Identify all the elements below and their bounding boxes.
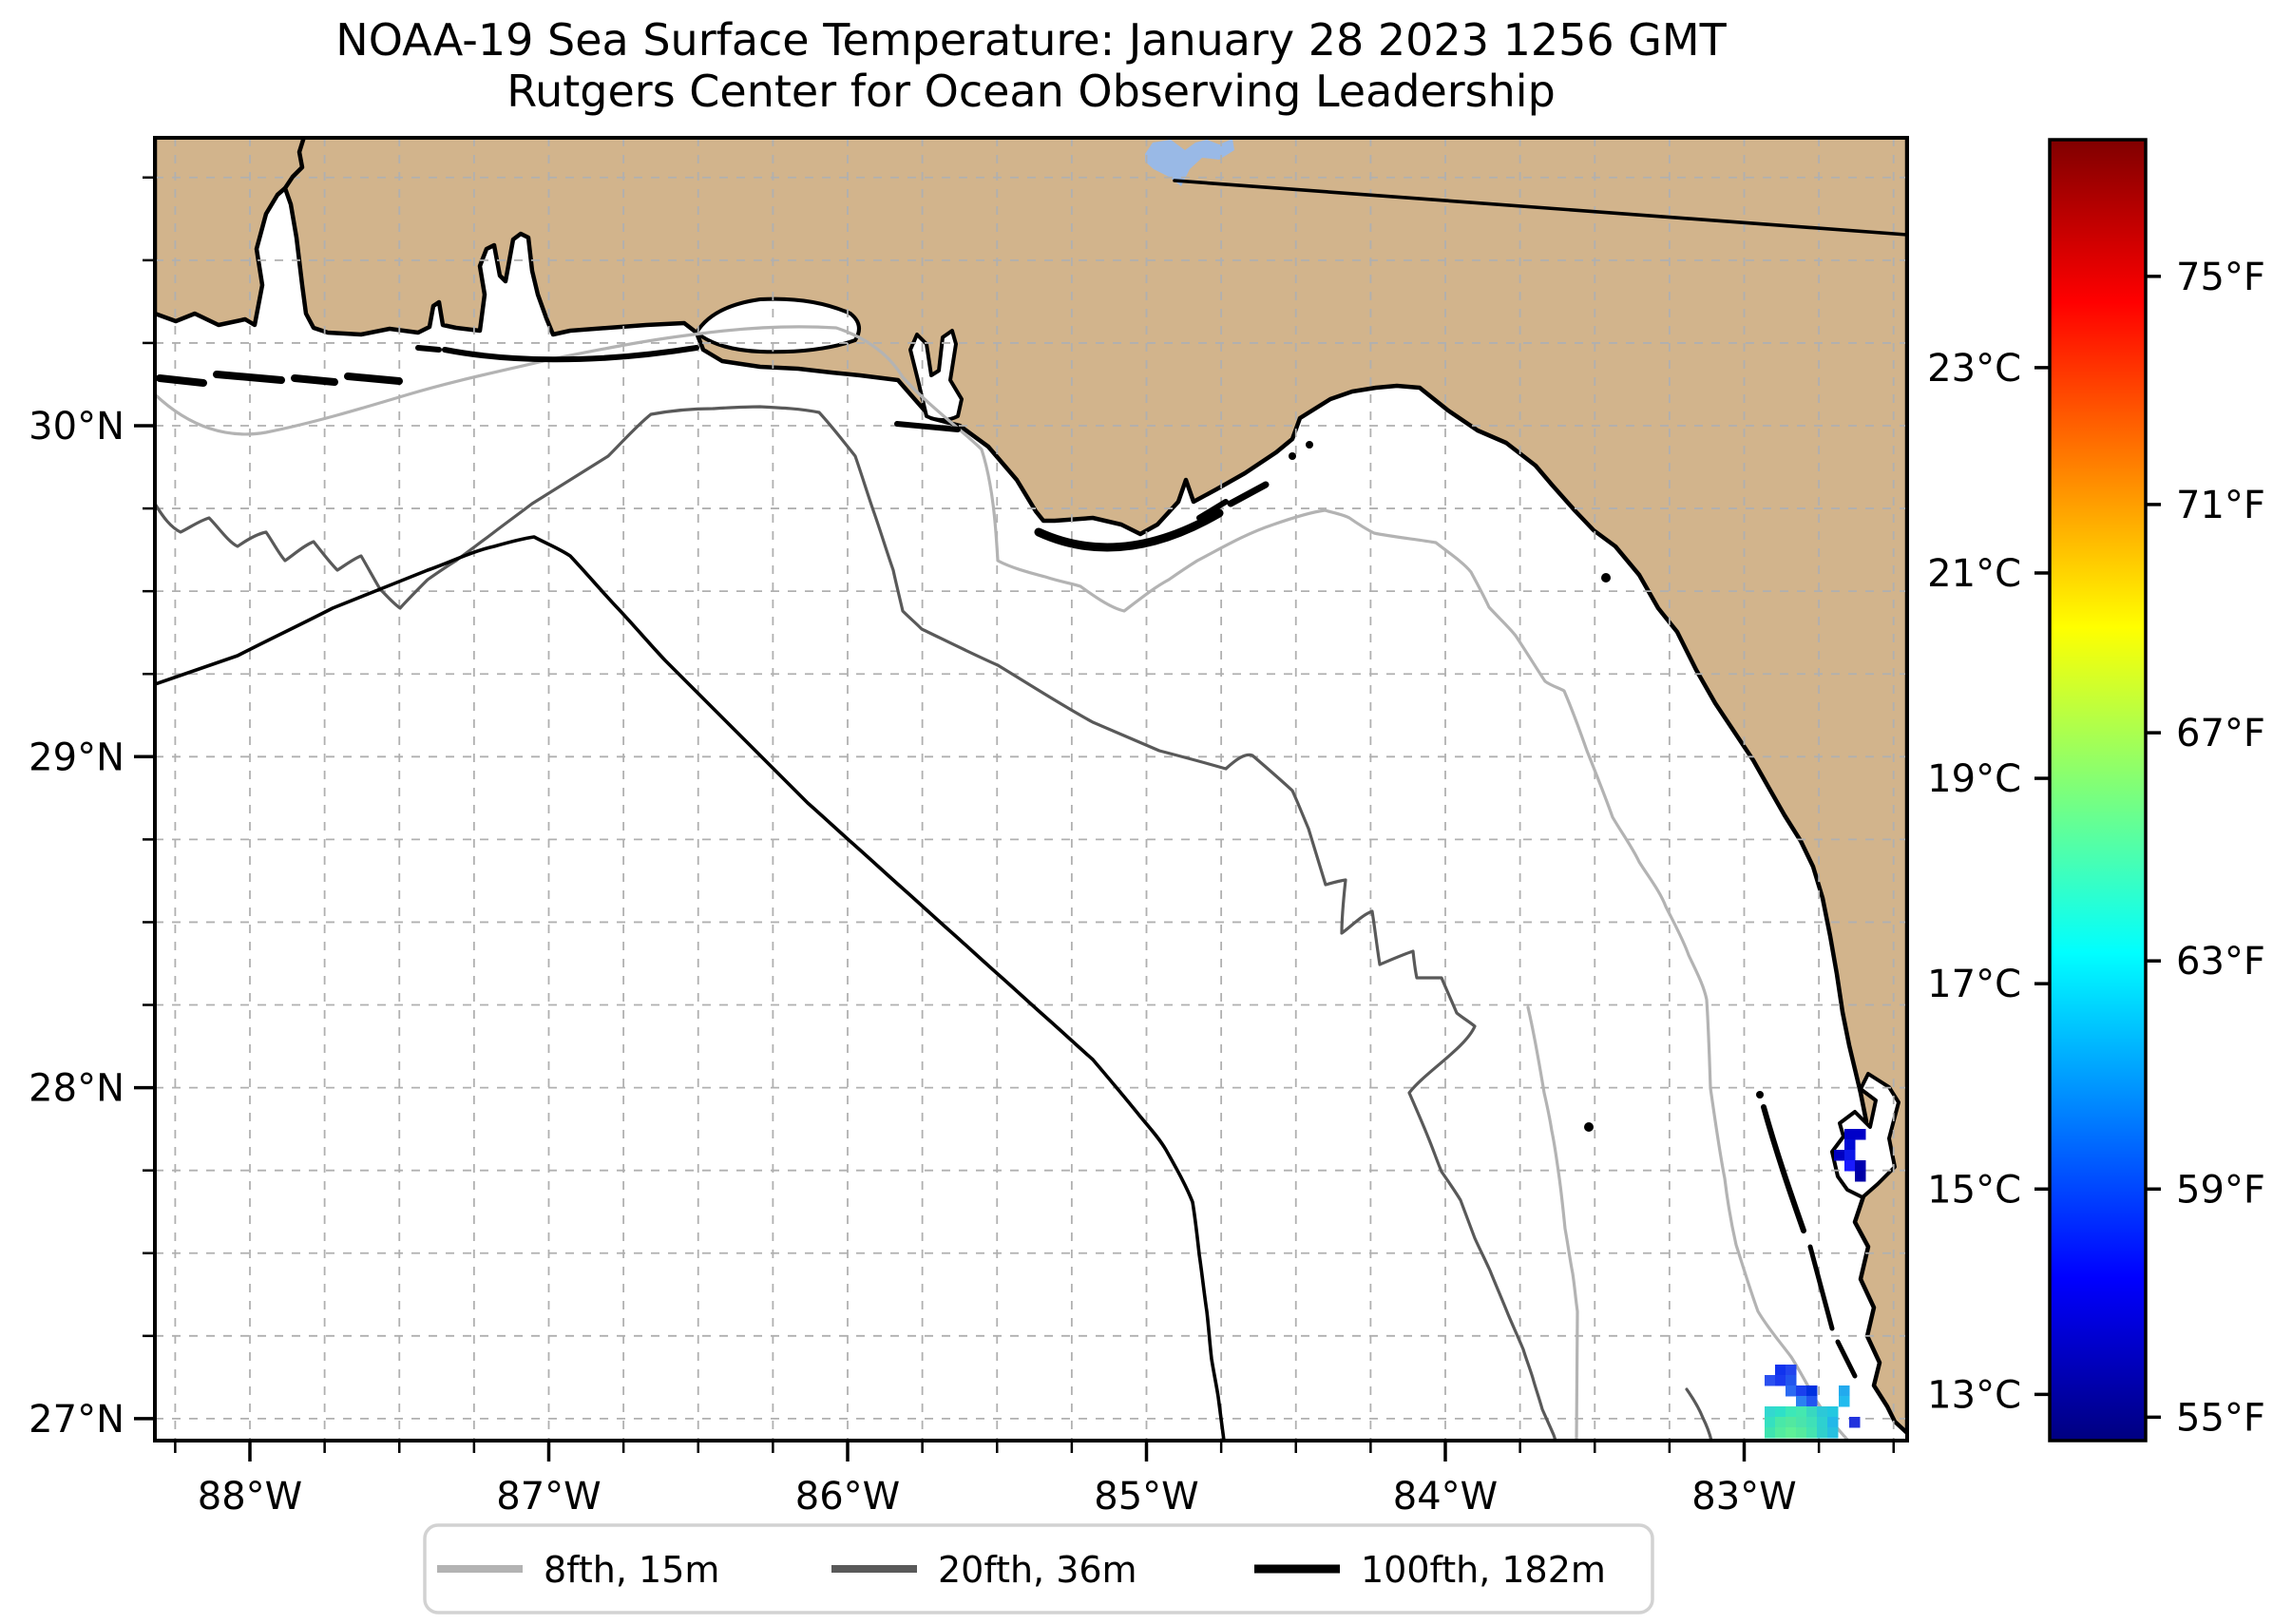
sst-pixel [1817, 1417, 1828, 1428]
y-tick-label: 27°N [29, 1398, 124, 1442]
colorbar-gradient [2048, 138, 2148, 1442]
y-tick-label: 28°N [29, 1067, 124, 1111]
sst-pixel [1786, 1375, 1797, 1386]
sst-pixel [1796, 1396, 1807, 1407]
sst-pixel [1765, 1427, 1776, 1439]
contour-20fth-36m-branch [1685, 1387, 1713, 1441]
sst-pixel [1765, 1406, 1776, 1418]
choctawhatchee-bay [695, 296, 861, 354]
sst-pixel [1806, 1385, 1818, 1397]
colorbar-fahrenheit-label: 59°F [2176, 1168, 2265, 1212]
sst-pixel [1786, 1385, 1797, 1397]
colorbar-fahrenheit-label: 75°F [2176, 256, 2265, 299]
colorbar-fahrenheit-label: 67°F [2176, 712, 2265, 755]
sst-pixel [1806, 1406, 1818, 1418]
colorbar-ticks: 23°C 21°C 19°C 17°C 15°C 13°C 75°F 71°F 67°F 63°F… [1927, 256, 2265, 1441]
sst-pixel [1855, 1171, 1866, 1182]
x-tick-label: 84°W [1393, 1475, 1498, 1519]
sst-pixel [1806, 1417, 1818, 1428]
x-tick-label: 88°W [198, 1475, 302, 1519]
colorbar-fahrenheit-label: 55°F [2176, 1396, 2265, 1440]
sst-pixel [1806, 1427, 1818, 1439]
sst-pixel [1786, 1417, 1797, 1428]
sst-pixel [1849, 1417, 1861, 1428]
colorbar-fahrenheit-label: 71°F [2176, 484, 2265, 527]
colorbar-celsius-label: 23°C [1927, 347, 2021, 391]
sst-pixel [1839, 1385, 1850, 1397]
sst-pixel [1817, 1406, 1828, 1418]
x-tick-label: 85°W [1094, 1475, 1198, 1519]
sst-pixel [1827, 1406, 1839, 1418]
land-gulf-coast [155, 138, 1907, 1436]
mobile-river [282, 138, 307, 191]
sst-pixel [1844, 1129, 1856, 1140]
colorbar: 23°C 21°C 19°C 17°C 15°C 13°C 75°F 71°F 67°F 63°F… [1927, 138, 2265, 1442]
y-tick-label: 29°N [29, 736, 124, 779]
colorbar-celsius-label: 13°C [1927, 1373, 2021, 1417]
colorbar-fahrenheit-label: 63°F [2176, 940, 2265, 984]
sst-pixel [1775, 1365, 1786, 1376]
map-frame [153, 136, 1909, 1442]
colorbar-celsius-label: 17°C [1927, 963, 2021, 1006]
colorbar-celsius-label: 15°C [1927, 1168, 2021, 1212]
barrier-islands [156, 345, 1858, 1379]
colorbar-celsius-label: 19°C [1927, 757, 2021, 801]
legend-item-label: 8fth, 15m [544, 1549, 719, 1591]
sst-pixel [1844, 1160, 1856, 1172]
sst-pixel [1775, 1427, 1786, 1439]
contour-100fth-182m [155, 535, 1226, 1441]
sst-pixel [1844, 1139, 1856, 1151]
sst-pixel [1827, 1417, 1839, 1428]
lake-seminole [1145, 139, 1234, 186]
sst-data-pixels [1765, 1129, 1866, 1439]
sst-pixel [1775, 1406, 1786, 1418]
sst-pixel [1786, 1406, 1797, 1418]
legend-item-label: 20fth, 36m [938, 1549, 1137, 1591]
sst-pixel [1855, 1129, 1866, 1140]
sst-pixel [1786, 1427, 1797, 1439]
sst-pixel [1844, 1150, 1856, 1161]
contour-100fth-artifact-line [1173, 179, 1907, 237]
sst-pixel [1855, 1160, 1866, 1172]
sst-pixel [1834, 1150, 1845, 1161]
sst-pixel [1775, 1417, 1786, 1428]
sst-pixel [1765, 1375, 1776, 1386]
sst-pixel [1796, 1427, 1807, 1439]
contour-8fth-15m [155, 325, 1850, 1441]
legend-box [423, 1523, 1654, 1614]
lat-lon-grid [155, 138, 1907, 1441]
x-tick-label: 86°W [795, 1475, 900, 1519]
x-tick-label: 83°W [1691, 1475, 1796, 1519]
sst-pixel [1839, 1396, 1850, 1407]
sst-pixel [1806, 1396, 1818, 1407]
contour-8fth-15m-offshore-branch [1526, 1005, 1579, 1441]
sst-pixel [1827, 1427, 1839, 1439]
figure-subtitle: Rutgers Center for Ocean Observing Leade… [506, 66, 1556, 117]
sst-pixel [1796, 1417, 1807, 1428]
axes-ticks-and-labels: 88°W 87°W 86°W 85°W 84°W 83°W 30°N 29°N 28°N 27°N [29, 176, 1895, 1519]
figure-title: NOAA-19 Sea Surface Temperature: January… [335, 14, 1727, 66]
sst-pixel [1775, 1375, 1786, 1386]
y-tick-label: 30°N [29, 405, 124, 449]
legend-item-label: 100fth, 182m [1361, 1549, 1606, 1591]
sst-pixel [1765, 1417, 1776, 1428]
colorbar-celsius-label: 21°C [1927, 552, 2021, 596]
sst-pixel [1817, 1427, 1828, 1439]
sst-pixel [1796, 1406, 1807, 1418]
x-tick-label: 87°W [496, 1475, 601, 1519]
contour-legend: 8fth, 15m 20fth, 36m 100fth, 182m [423, 1523, 1654, 1614]
sst-pixel [1796, 1385, 1807, 1397]
sst-pixel [1786, 1365, 1797, 1376]
